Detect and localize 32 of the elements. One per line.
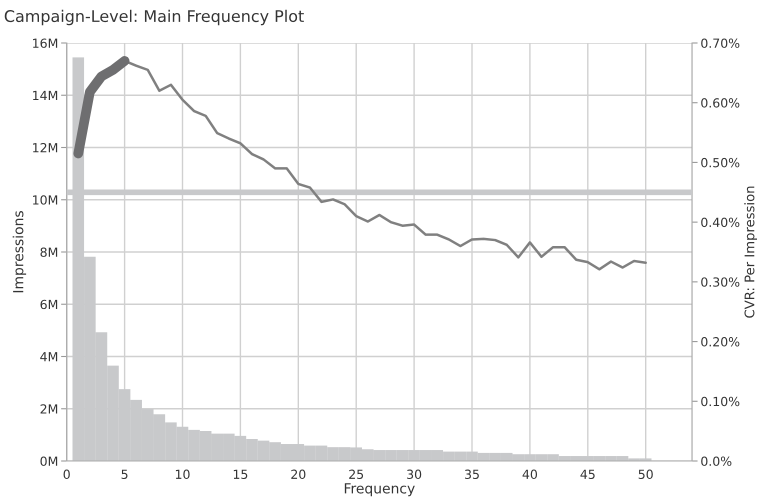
y2-tick-label: 0.70%: [701, 38, 740, 48]
x-tick-label: 50: [638, 470, 653, 480]
x-axis-title: Frequency: [344, 483, 415, 496]
y2-axis-title: CVR: Per Impression: [744, 186, 757, 318]
x-tick-label: 40: [522, 470, 538, 480]
x-tick-label: 45: [580, 470, 595, 480]
chart-title: Campaign-Level: Main Frequency Plot: [4, 10, 304, 26]
y-tick-label: 16M: [33, 38, 58, 48]
y2-tick-label: 0.50%: [701, 158, 740, 168]
x-tick-label: 35: [465, 470, 479, 480]
x-tick-label: 25: [349, 470, 364, 480]
x-tick-label: 15: [234, 470, 248, 480]
y2-tick-label: 0.60%: [701, 98, 740, 108]
y2-tick-label: 0.30%: [701, 277, 740, 287]
y2-tick-label: 0.0%: [701, 456, 732, 466]
y-tick-label: 12M: [33, 142, 58, 152]
x-tick-label: 5: [122, 470, 128, 480]
x-tick-label: 10: [176, 470, 190, 480]
y2-tick-label: 0.20%: [701, 337, 740, 346]
y2-tick-label: 0.40%: [701, 218, 740, 228]
y-tick-label: 6M: [40, 300, 58, 310]
y-tick-label: 10M: [33, 195, 58, 205]
x-tick-label: 30: [407, 470, 422, 480]
x-tick-label: 20: [291, 470, 306, 480]
y-tick-label: 14M: [33, 90, 58, 100]
y-tick-label: 4M: [40, 352, 58, 362]
x-tick-label: 0: [64, 470, 70, 480]
y-tick-label: 2M: [40, 404, 58, 414]
y-tick-label: 0M: [40, 456, 58, 466]
y2-tick-label: 0.10%: [701, 396, 740, 406]
y-tick-label: 8M: [40, 247, 58, 257]
y-axis-title: Impressions: [12, 211, 26, 292]
